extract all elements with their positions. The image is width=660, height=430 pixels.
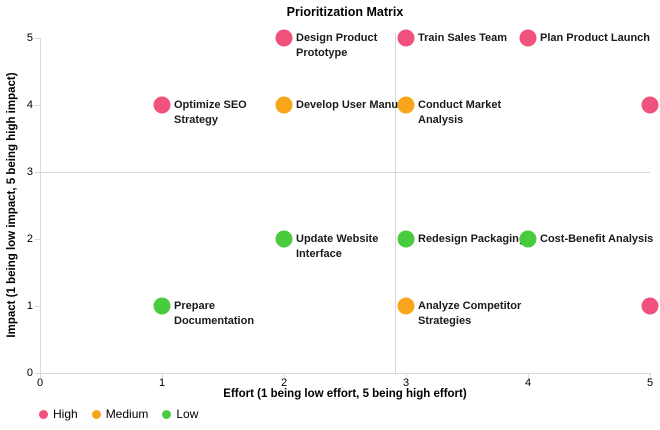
data-point-label-line: Analyze Competitor bbox=[418, 299, 522, 312]
data-point-label-line: Develop User Manual bbox=[296, 98, 408, 111]
y-tick-mark bbox=[35, 306, 40, 307]
data-point-label-line: Conduct Market bbox=[418, 98, 502, 111]
legend-marker-icon bbox=[162, 409, 172, 419]
legend-marker-icon bbox=[39, 409, 48, 419]
data-point bbox=[153, 96, 171, 114]
data-point bbox=[275, 230, 293, 248]
legend-item-low: Low bbox=[162, 407, 198, 421]
data-point bbox=[519, 230, 537, 248]
y-tick-label: 5 bbox=[26, 32, 33, 44]
legend-item-high: High bbox=[39, 407, 78, 421]
x-tick-mark bbox=[528, 373, 529, 378]
data-point-label-line: Strategies bbox=[418, 314, 472, 327]
legend-item-medium: Medium bbox=[91, 407, 149, 421]
x-tick-label: 5 bbox=[646, 377, 654, 389]
data-point-label-line: Prototype bbox=[296, 46, 348, 59]
y-tick-label: 3 bbox=[26, 166, 33, 178]
data-point-label-line: Optimize SEO bbox=[174, 98, 247, 111]
x-tick-mark bbox=[406, 373, 407, 378]
data-point-label: Cost-Benefit Analysis bbox=[540, 232, 653, 247]
data-point-label-line: Prepare bbox=[174, 299, 215, 312]
data-point-label-line: Plan Product Launch bbox=[540, 31, 651, 44]
x-tick-label: 1 bbox=[158, 377, 166, 389]
quadrant-line-horizontal bbox=[40, 172, 650, 173]
x-axis-line bbox=[40, 373, 650, 374]
data-point-label-line: Train Sales Team bbox=[418, 31, 508, 44]
data-point-label-line: Redesign Packaging bbox=[418, 232, 526, 245]
x-tick-mark bbox=[162, 373, 163, 378]
data-point-label: Prepare Documentation bbox=[174, 299, 254, 329]
x-tick-mark bbox=[284, 373, 285, 378]
y-tick-mark bbox=[35, 38, 40, 39]
data-point-label-line: Update Website bbox=[296, 232, 379, 245]
data-point-label: Update Website Interface bbox=[296, 232, 378, 262]
x-tick-label: 3 bbox=[402, 377, 410, 389]
y-tick-mark bbox=[35, 105, 40, 106]
data-point bbox=[397, 29, 415, 47]
y-axis-line bbox=[40, 38, 41, 373]
data-point-label: Conduct Market Analysis bbox=[418, 98, 501, 128]
data-point-label: Design Product Prototype bbox=[296, 31, 377, 61]
x-tick-mark bbox=[650, 373, 651, 378]
legend-marker-icon bbox=[91, 409, 101, 419]
y-tick-mark bbox=[35, 373, 40, 374]
chart-title: Prioritization Matrix bbox=[286, 5, 404, 19]
legend-label: High bbox=[53, 407, 78, 421]
data-point bbox=[397, 96, 415, 114]
data-point bbox=[275, 96, 293, 114]
data-point bbox=[275, 29, 293, 47]
x-tick-mark bbox=[40, 373, 41, 378]
y-tick-mark bbox=[35, 239, 40, 240]
data-point bbox=[519, 29, 537, 47]
y-tick-label: 1 bbox=[26, 300, 33, 312]
legend-label: Medium bbox=[105, 407, 149, 421]
data-point-label: Redesign Packaging bbox=[418, 232, 526, 247]
y-tick-label: 4 bbox=[26, 99, 33, 111]
data-point bbox=[641, 297, 659, 315]
data-point bbox=[153, 297, 171, 315]
data-point bbox=[641, 96, 659, 114]
data-point-label: Analyze Competitor Strategies bbox=[418, 299, 521, 329]
data-point-label-line: Interface bbox=[296, 247, 342, 260]
data-point-label: Optimize SEO Strategy bbox=[174, 98, 247, 128]
quadrant-line-vertical bbox=[395, 33, 396, 373]
x-tick-label: 2 bbox=[280, 377, 288, 389]
data-point-label: Plan Product Launch bbox=[540, 31, 650, 46]
data-point bbox=[397, 230, 415, 248]
data-point-label-line: Analysis bbox=[418, 113, 464, 126]
data-point-label: Develop User Manual bbox=[296, 98, 407, 113]
data-point bbox=[397, 297, 415, 315]
x-axis-label: Effort (1 being low effort, 5 being high… bbox=[223, 388, 467, 400]
data-point-label-line: Documentation bbox=[174, 314, 255, 327]
x-tick-label: 4 bbox=[524, 377, 532, 389]
y-tick-mark bbox=[35, 172, 40, 173]
data-point-label-line: Design Product bbox=[296, 31, 378, 44]
y-tick-label: 0 bbox=[26, 367, 33, 379]
y-tick-label: 2 bbox=[26, 233, 33, 245]
data-point-label-line: Strategy bbox=[174, 113, 219, 126]
data-point-label-line: Cost-Benefit Analysis bbox=[540, 232, 654, 245]
legend-label: Low bbox=[176, 407, 199, 421]
data-point-label: Train Sales Team bbox=[418, 31, 507, 46]
legend: High Medium Low bbox=[39, 407, 198, 421]
x-tick-label: 0 bbox=[36, 377, 44, 389]
